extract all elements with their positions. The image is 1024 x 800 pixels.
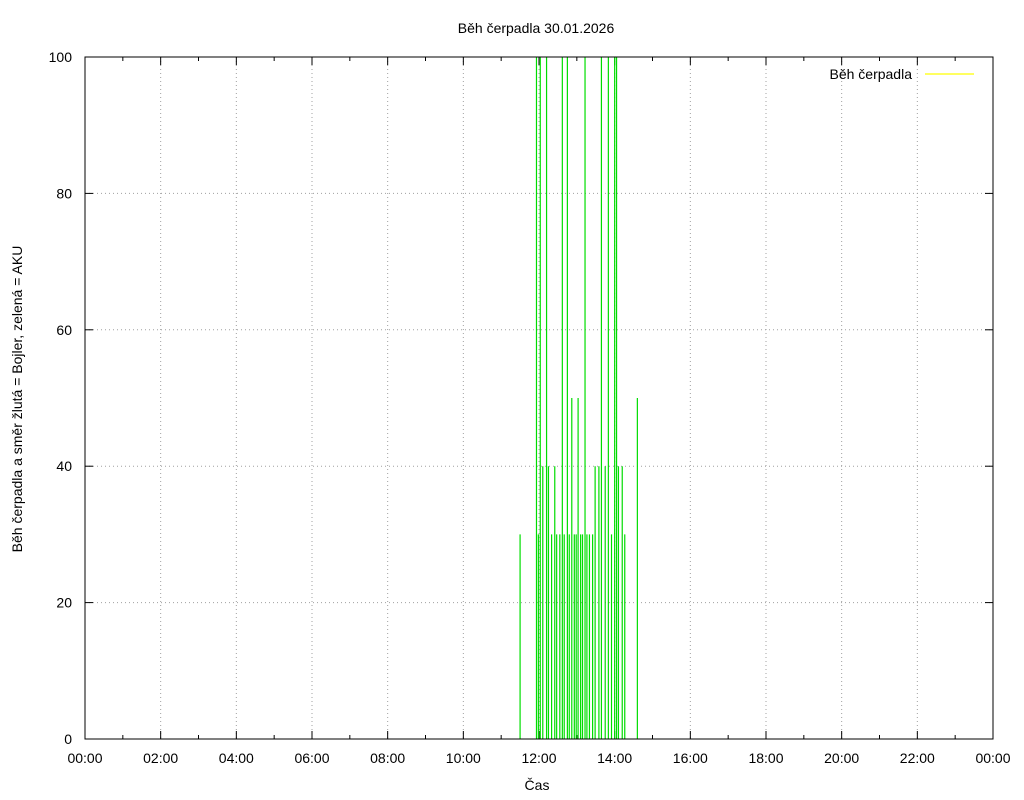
y-axis-label: Běh čerpadla a směr žlutá = Bojler, zele…: [9, 246, 25, 553]
y-tick-label: 100: [49, 49, 73, 65]
x-tick-label: 00:00: [975, 750, 1010, 766]
x-tick-label: 18:00: [748, 750, 783, 766]
x-tick-label: 16:00: [673, 750, 708, 766]
plot-frame: [84, 56, 994, 740]
x-tick-label: 22:00: [900, 750, 935, 766]
x-tick-label: 04:00: [219, 750, 254, 766]
x-tick-label: 02:00: [143, 750, 178, 766]
x-tick-label: 12:00: [521, 750, 556, 766]
legend-label: Běh čerpadla: [829, 66, 912, 82]
x-tick-label: 14:00: [597, 750, 632, 766]
y-tick-label: 40: [56, 458, 72, 474]
x-tick-label: 06:00: [294, 750, 329, 766]
x-tick-label: 08:00: [370, 750, 405, 766]
data-marks: [519, 57, 638, 739]
x-tick-label: 00:00: [67, 750, 102, 766]
y-tick-label: 0: [64, 731, 72, 747]
legend: Běh čerpadla: [829, 66, 974, 82]
x-axis-label: Čas: [525, 777, 550, 793]
x-tick-label: 10:00: [446, 750, 481, 766]
y-tick-label: 20: [56, 595, 72, 611]
x-tick-label: 20:00: [824, 750, 859, 766]
grid: [85, 57, 993, 739]
chart-title: Běh čerpadla 30.01.2026: [458, 20, 615, 36]
y-tick-label: 80: [56, 185, 72, 201]
y-tick-label: 60: [56, 322, 72, 338]
tick-labels: 00:00 02:00 04:00 06:00 08:00 10:00 12:00 14:00…: [49, 49, 1011, 766]
